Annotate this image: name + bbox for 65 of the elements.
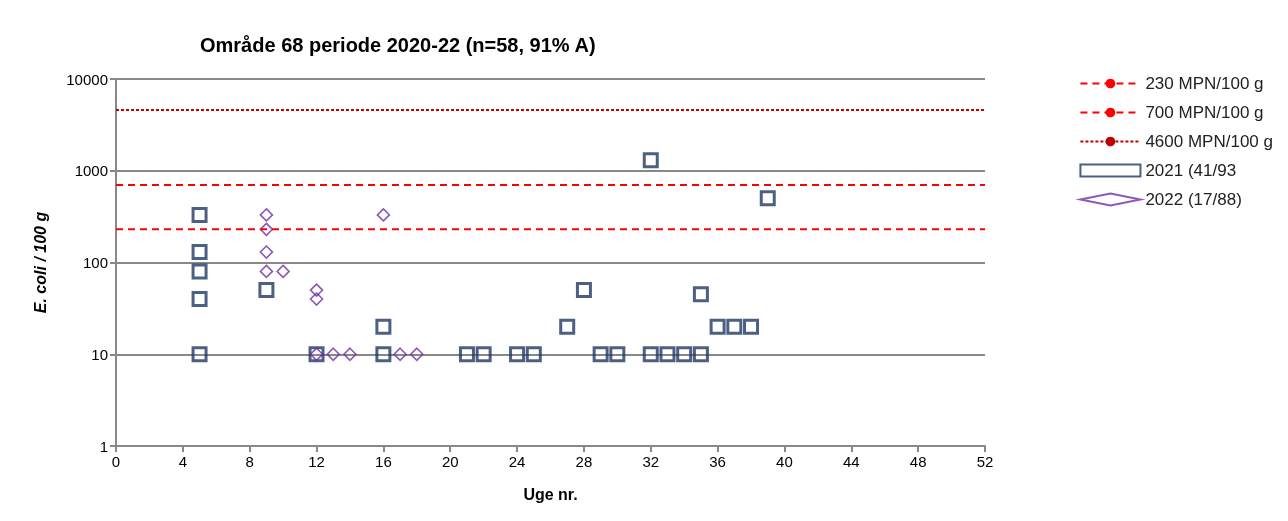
point bbox=[191, 263, 208, 280]
point bbox=[575, 282, 592, 299]
legend-label: 2021 (41/93 bbox=[1145, 161, 1237, 180]
point bbox=[458, 346, 475, 363]
y-tick-label: 100 bbox=[82, 254, 108, 271]
y-tick-label: 1 bbox=[99, 437, 108, 455]
point bbox=[191, 206, 208, 223]
point bbox=[191, 291, 208, 308]
point bbox=[692, 346, 709, 363]
point bbox=[309, 283, 324, 297]
x-tick-label: 24 bbox=[508, 453, 526, 470]
legend-label: 700 MPN/100 g bbox=[1145, 103, 1264, 122]
x-tick-label: 28 bbox=[575, 453, 593, 470]
point bbox=[709, 318, 726, 335]
x-tick-label: 48 bbox=[909, 453, 927, 470]
point bbox=[525, 346, 542, 363]
point bbox=[475, 346, 492, 363]
point bbox=[309, 292, 324, 306]
point bbox=[191, 346, 208, 363]
x-tick-label: 0 bbox=[111, 453, 121, 470]
x-tick-label: 52 bbox=[976, 453, 994, 470]
x-tick-label: 20 bbox=[441, 453, 459, 470]
point bbox=[659, 346, 676, 363]
point bbox=[759, 190, 776, 207]
point bbox=[726, 318, 743, 335]
point bbox=[676, 346, 693, 363]
point bbox=[343, 347, 357, 362]
legend-label: 2022 (17/88) bbox=[1145, 190, 1242, 209]
point bbox=[259, 208, 274, 222]
y-tick-label: 10000 bbox=[66, 70, 108, 88]
x-axis-title: Uge nr. bbox=[523, 485, 578, 503]
point bbox=[410, 347, 424, 362]
point bbox=[259, 245, 274, 259]
x-tick-label: 8 bbox=[245, 453, 254, 470]
point bbox=[376, 208, 391, 222]
y-axis-title: E. coli / 100 g bbox=[31, 211, 49, 314]
x-tick-label: 36 bbox=[709, 453, 726, 470]
point bbox=[393, 347, 407, 362]
y-tick-label: 1000 bbox=[74, 162, 108, 180]
point bbox=[375, 346, 392, 363]
point bbox=[743, 318, 760, 335]
point bbox=[326, 347, 341, 362]
point bbox=[642, 346, 659, 363]
point bbox=[592, 346, 609, 363]
legend-label: 4600 MPN/100 g bbox=[1145, 132, 1274, 151]
x-tick-label: 40 bbox=[776, 453, 793, 470]
point bbox=[609, 346, 626, 363]
y-tick-label: 10 bbox=[91, 345, 108, 363]
point bbox=[259, 222, 274, 237]
point bbox=[191, 244, 208, 261]
point bbox=[259, 264, 274, 279]
point bbox=[258, 282, 275, 299]
x-tick-label: 44 bbox=[842, 453, 860, 470]
point bbox=[375, 318, 392, 335]
point bbox=[276, 264, 290, 279]
point bbox=[509, 346, 526, 363]
x-tick-label: 32 bbox=[642, 453, 660, 470]
point bbox=[642, 152, 659, 169]
point bbox=[559, 318, 576, 335]
x-tick-label: 16 bbox=[375, 453, 392, 470]
chart-title: Område 68 periode 2020-22 (n=58, 91% A) bbox=[200, 34, 596, 56]
x-tick-label: 4 bbox=[178, 453, 188, 470]
x-tick-label: 12 bbox=[308, 453, 325, 470]
legend-label: 230 MPN/100 g bbox=[1145, 74, 1264, 93]
point bbox=[692, 286, 709, 303]
